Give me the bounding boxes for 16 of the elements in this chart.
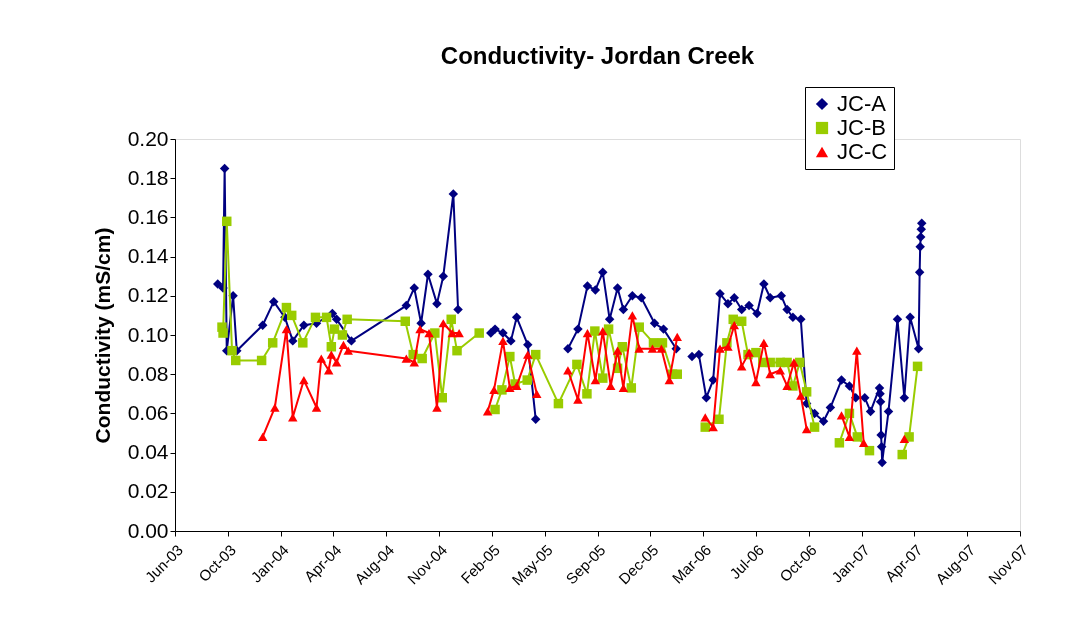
y-tick-label: 0.16	[127, 204, 169, 228]
legend-label: JC-A	[837, 91, 887, 116]
y-tick-label: 0.06	[127, 400, 169, 424]
chart-title: Conductivity- Jordan Creek	[440, 41, 755, 69]
y-tick-label: 0.00	[127, 518, 169, 542]
y-tick-label: 0.04	[127, 440, 169, 464]
y-tick-label: 0.18	[127, 165, 169, 189]
y-axis-title: Conductivity (mS/cm)	[90, 227, 114, 444]
y-tick-label: 0.08	[127, 361, 169, 385]
legend-label: JC-B	[837, 115, 886, 140]
y-tick-label: 0.14	[127, 244, 169, 268]
y-tick-label: 0.02	[127, 479, 169, 503]
y-tick-label: 0.10	[127, 322, 169, 346]
legend-label: JC-C	[837, 139, 888, 164]
y-tick-label: 0.20	[127, 126, 169, 150]
y-tick-label: 0.12	[127, 283, 169, 307]
